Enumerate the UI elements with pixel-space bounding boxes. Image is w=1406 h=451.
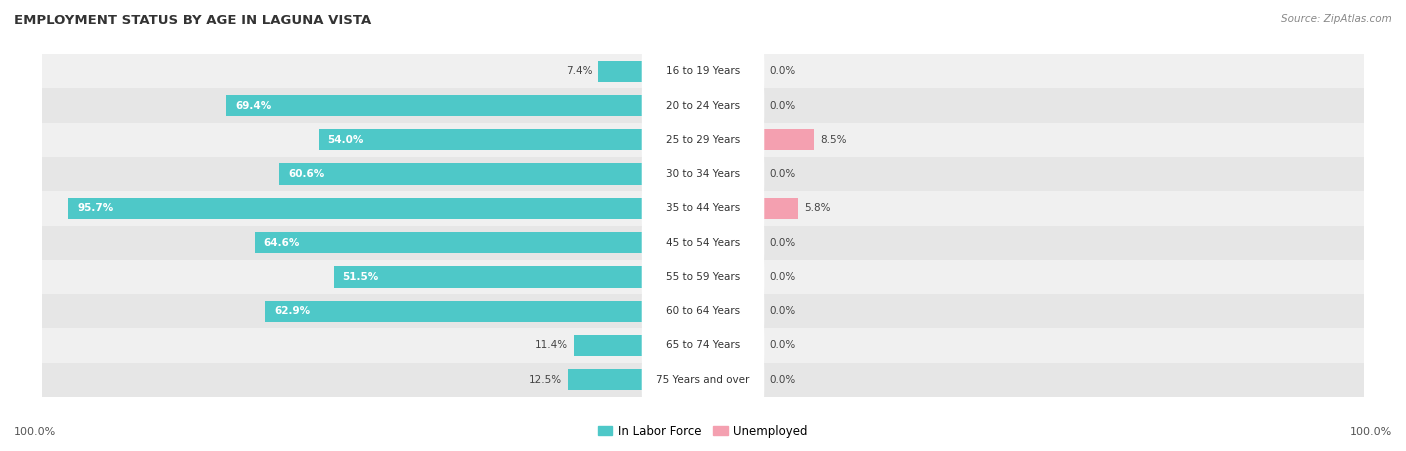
Text: 30 to 34 Years: 30 to 34 Years [666,169,740,179]
Text: 35 to 44 Years: 35 to 44 Years [666,203,740,213]
Bar [42,157,1364,191]
Text: 0.0%: 0.0% [769,341,796,350]
Bar [42,54,1364,88]
Text: 0.0%: 0.0% [769,66,796,76]
Text: 100.0%: 100.0% [1350,428,1392,437]
Text: 20 to 24 Years: 20 to 24 Years [666,101,740,110]
Bar [67,198,643,219]
FancyBboxPatch shape [641,216,765,269]
Text: 60 to 64 Years: 60 to 64 Years [666,306,740,316]
Text: 100.0%: 100.0% [14,428,56,437]
Bar [42,260,1364,294]
Text: 54.0%: 54.0% [328,135,364,145]
Text: 69.4%: 69.4% [235,101,271,110]
FancyBboxPatch shape [641,285,765,338]
Bar [763,198,799,219]
Legend: In Labor Force, Unemployed: In Labor Force, Unemployed [593,420,813,442]
Text: 0.0%: 0.0% [769,375,796,385]
Bar [254,232,643,253]
Bar [42,294,1364,328]
FancyBboxPatch shape [641,113,765,166]
Text: 62.9%: 62.9% [274,306,311,316]
Bar [42,191,1364,226]
Text: 51.5%: 51.5% [343,272,378,282]
Text: 45 to 54 Years: 45 to 54 Years [666,238,740,248]
Bar [319,129,643,151]
Bar [333,266,643,288]
Text: 16 to 19 Years: 16 to 19 Years [666,66,740,76]
Bar [568,369,643,391]
Bar [42,328,1364,363]
Text: 11.4%: 11.4% [536,341,568,350]
Bar [42,123,1364,157]
Bar [42,88,1364,123]
Text: Source: ZipAtlas.com: Source: ZipAtlas.com [1281,14,1392,23]
Text: 60.6%: 60.6% [288,169,325,179]
Text: 0.0%: 0.0% [769,238,796,248]
Bar [278,163,643,185]
Text: 65 to 74 Years: 65 to 74 Years [666,341,740,350]
FancyBboxPatch shape [641,319,765,372]
Bar [42,363,1364,397]
Bar [42,226,1364,260]
Bar [575,335,643,356]
Text: 12.5%: 12.5% [529,375,562,385]
Text: 7.4%: 7.4% [567,66,592,76]
Text: 64.6%: 64.6% [264,238,301,248]
Bar [266,300,643,322]
Text: 0.0%: 0.0% [769,101,796,110]
Text: 8.5%: 8.5% [820,135,846,145]
Text: 0.0%: 0.0% [769,272,796,282]
Bar [599,60,643,82]
FancyBboxPatch shape [641,79,765,132]
FancyBboxPatch shape [641,182,765,235]
Text: 25 to 29 Years: 25 to 29 Years [666,135,740,145]
Text: 55 to 59 Years: 55 to 59 Years [666,272,740,282]
Text: 0.0%: 0.0% [769,169,796,179]
FancyBboxPatch shape [641,45,765,98]
Bar [763,129,814,151]
FancyBboxPatch shape [641,353,765,406]
Bar [226,95,643,116]
Text: 0.0%: 0.0% [769,306,796,316]
Text: 95.7%: 95.7% [77,203,114,213]
Text: 5.8%: 5.8% [804,203,831,213]
FancyBboxPatch shape [641,250,765,304]
Text: EMPLOYMENT STATUS BY AGE IN LAGUNA VISTA: EMPLOYMENT STATUS BY AGE IN LAGUNA VISTA [14,14,371,27]
Text: 75 Years and over: 75 Years and over [657,375,749,385]
FancyBboxPatch shape [641,147,765,201]
